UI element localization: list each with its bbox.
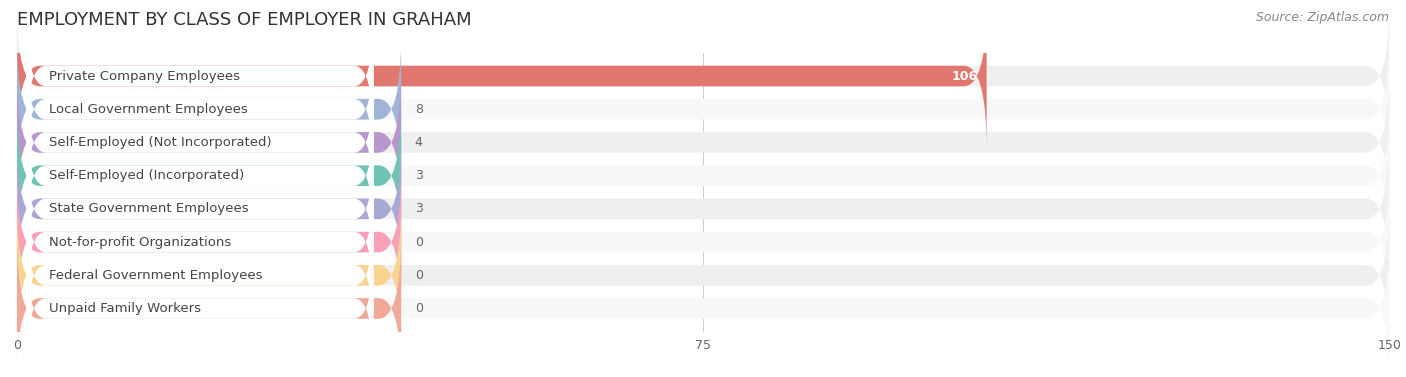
Text: Local Government Employees: Local Government Employees	[49, 103, 247, 116]
Text: 8: 8	[415, 103, 423, 116]
Text: 3: 3	[415, 202, 423, 215]
Text: 3: 3	[415, 169, 423, 182]
FancyBboxPatch shape	[17, 169, 1389, 315]
FancyBboxPatch shape	[17, 169, 401, 315]
Text: Self-Employed (Incorporated): Self-Employed (Incorporated)	[49, 169, 245, 182]
Text: Not-for-profit Organizations: Not-for-profit Organizations	[49, 236, 231, 248]
FancyBboxPatch shape	[27, 46, 374, 172]
FancyBboxPatch shape	[27, 146, 374, 272]
FancyBboxPatch shape	[17, 136, 1389, 282]
Text: Private Company Employees: Private Company Employees	[49, 69, 240, 83]
Text: 106: 106	[952, 69, 977, 83]
Text: Federal Government Employees: Federal Government Employees	[49, 269, 263, 282]
Text: EMPLOYMENT BY CLASS OF EMPLOYER IN GRAHAM: EMPLOYMENT BY CLASS OF EMPLOYER IN GRAHA…	[17, 11, 471, 29]
FancyBboxPatch shape	[17, 202, 401, 348]
Text: 0: 0	[415, 269, 423, 282]
FancyBboxPatch shape	[17, 70, 401, 215]
FancyBboxPatch shape	[27, 179, 374, 305]
FancyBboxPatch shape	[17, 236, 401, 377]
FancyBboxPatch shape	[27, 213, 374, 338]
FancyBboxPatch shape	[17, 103, 401, 248]
FancyBboxPatch shape	[17, 136, 401, 282]
FancyBboxPatch shape	[17, 202, 1389, 348]
Text: Source: ZipAtlas.com: Source: ZipAtlas.com	[1256, 11, 1389, 24]
FancyBboxPatch shape	[17, 103, 1389, 248]
Text: Unpaid Family Workers: Unpaid Family Workers	[49, 302, 201, 315]
FancyBboxPatch shape	[17, 3, 987, 149]
FancyBboxPatch shape	[27, 113, 374, 238]
FancyBboxPatch shape	[17, 37, 401, 182]
FancyBboxPatch shape	[27, 13, 374, 139]
FancyBboxPatch shape	[27, 246, 374, 371]
Text: 4: 4	[415, 136, 423, 149]
Text: 0: 0	[415, 236, 423, 248]
Text: 0: 0	[415, 302, 423, 315]
FancyBboxPatch shape	[17, 236, 1389, 377]
FancyBboxPatch shape	[17, 3, 1389, 149]
FancyBboxPatch shape	[27, 80, 374, 205]
FancyBboxPatch shape	[17, 37, 1389, 182]
FancyBboxPatch shape	[17, 70, 1389, 215]
Text: State Government Employees: State Government Employees	[49, 202, 249, 215]
Text: Self-Employed (Not Incorporated): Self-Employed (Not Incorporated)	[49, 136, 271, 149]
